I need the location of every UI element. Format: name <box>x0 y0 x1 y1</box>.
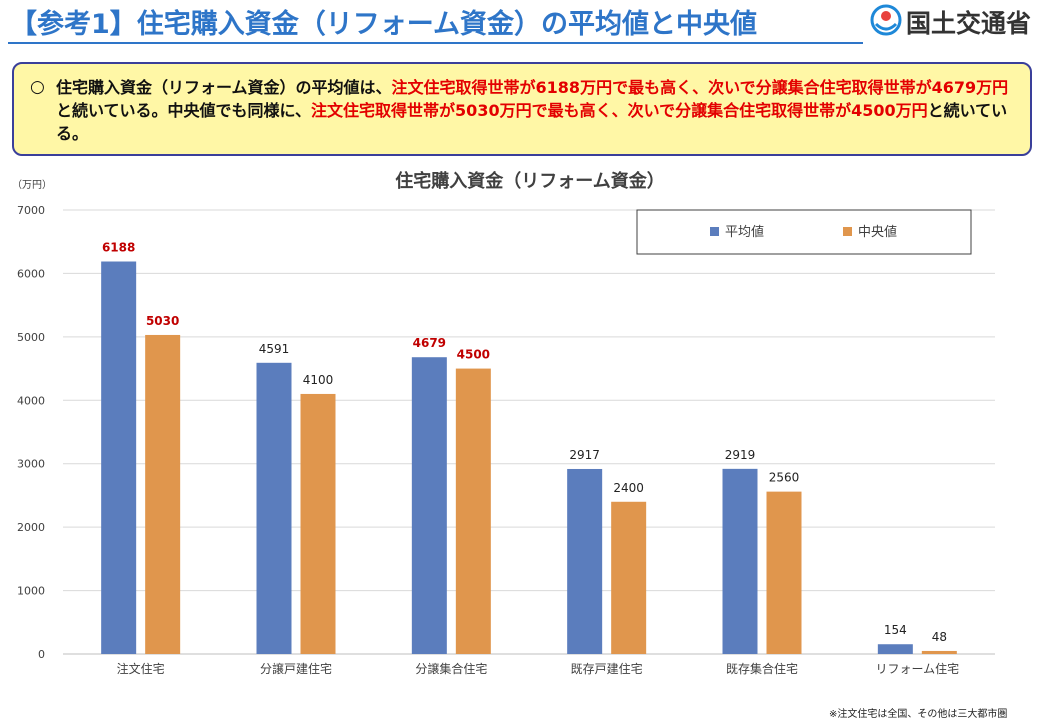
x-tick-label: 既存戸建住宅 <box>571 661 643 676</box>
bar <box>256 362 292 654</box>
legend-swatch <box>843 227 852 236</box>
summary-box: ○ 住宅購入資金（リフォーム資金）の平均値は、注文住宅取得世帯が6188万円で最… <box>12 62 1032 156</box>
data-label: 2400 <box>613 481 644 495</box>
y-tick-label: 3000 <box>17 458 45 471</box>
data-label: 4591 <box>259 342 290 356</box>
summary-segment: と続いている。 <box>56 101 1008 143</box>
y-unit-label: （万円） <box>12 179 52 191</box>
legend-label: 中央値 <box>858 224 897 240</box>
bar <box>766 491 802 654</box>
bar <box>921 650 957 654</box>
legend-label: 平均値 <box>725 224 764 240</box>
summary-segment: と続いている。中央値でも同様に、 <box>56 101 312 120</box>
ministry-logo: 国土交通省 <box>870 4 1035 38</box>
y-tick-label: 7000 <box>17 204 45 217</box>
bullet-circle-icon: ○ <box>30 77 45 97</box>
bar <box>877 644 913 654</box>
title-underline <box>8 42 863 44</box>
bar <box>300 393 336 654</box>
chart-title: 住宅購入資金（リフォーム資金） <box>395 170 664 192</box>
bar <box>567 468 603 654</box>
logo-text: 国土交通省 <box>906 9 1032 38</box>
data-label: 4679 <box>413 336 446 350</box>
bar <box>455 368 491 654</box>
bar <box>722 468 758 654</box>
x-tick-label: 注文住宅 <box>117 661 165 676</box>
footnote: ※注文住宅は全国、その他は三大都市圏 <box>829 709 1008 720</box>
summary-highlight: 注文住宅取得世帯が5030万円で最も高く、次いで分譲集合住宅取得世帯が4500万… <box>311 101 928 120</box>
page-title: 【参考1】住宅購入資金（リフォーム資金）の平均値と中央値 <box>10 9 757 40</box>
bar <box>145 334 181 654</box>
bar <box>101 261 137 654</box>
y-tick-label: 5000 <box>17 331 45 344</box>
y-tick-label: 2000 <box>17 521 45 534</box>
summary-segment: 住宅購入資金（リフォーム資金）の平均値は、 <box>56 78 392 97</box>
summary-text: 住宅購入資金（リフォーム資金）の平均値は、注文住宅取得世帯が6188万円で最も高… <box>56 76 1016 145</box>
x-tick-label: 既存集合住宅 <box>726 661 798 676</box>
legend-swatch <box>710 227 719 236</box>
data-label: 2917 <box>569 448 600 462</box>
data-label: 5030 <box>146 314 179 328</box>
data-label: 2560 <box>769 471 800 485</box>
data-label: 4100 <box>303 373 334 387</box>
y-tick-label: 4000 <box>17 394 45 407</box>
y-tick-label: 0 <box>38 648 45 661</box>
bar <box>611 501 647 654</box>
header: 【参考1】住宅購入資金（リフォーム資金）の平均値と中央値 国土交通省 <box>0 0 1040 44</box>
bar <box>411 357 447 654</box>
x-tick-label: 分譲集合住宅 <box>415 661 487 676</box>
summary-highlight: 注文住宅取得世帯が6188万円で最も高く、次いで分譲集合住宅取得世帯が4679万… <box>391 78 1009 97</box>
mlit-logo-icon <box>870 4 902 36</box>
x-tick-label: リフォーム住宅 <box>876 661 960 676</box>
data-label: 4500 <box>457 348 490 362</box>
legend-box <box>636 209 972 255</box>
data-label: 154 <box>884 623 907 637</box>
bar-chart: 住宅購入資金（リフォーム資金） （万円） 0 1000 2000 3000 4000 5000… <box>12 170 995 676</box>
x-tick-label: 分譲戸建住宅 <box>260 661 332 676</box>
y-tick-label: 1000 <box>17 585 45 598</box>
data-label: 6188 <box>102 241 135 255</box>
data-label: 48 <box>932 630 947 644</box>
y-tick-label: 6000 <box>17 267 45 280</box>
data-label: 2919 <box>725 448 756 462</box>
